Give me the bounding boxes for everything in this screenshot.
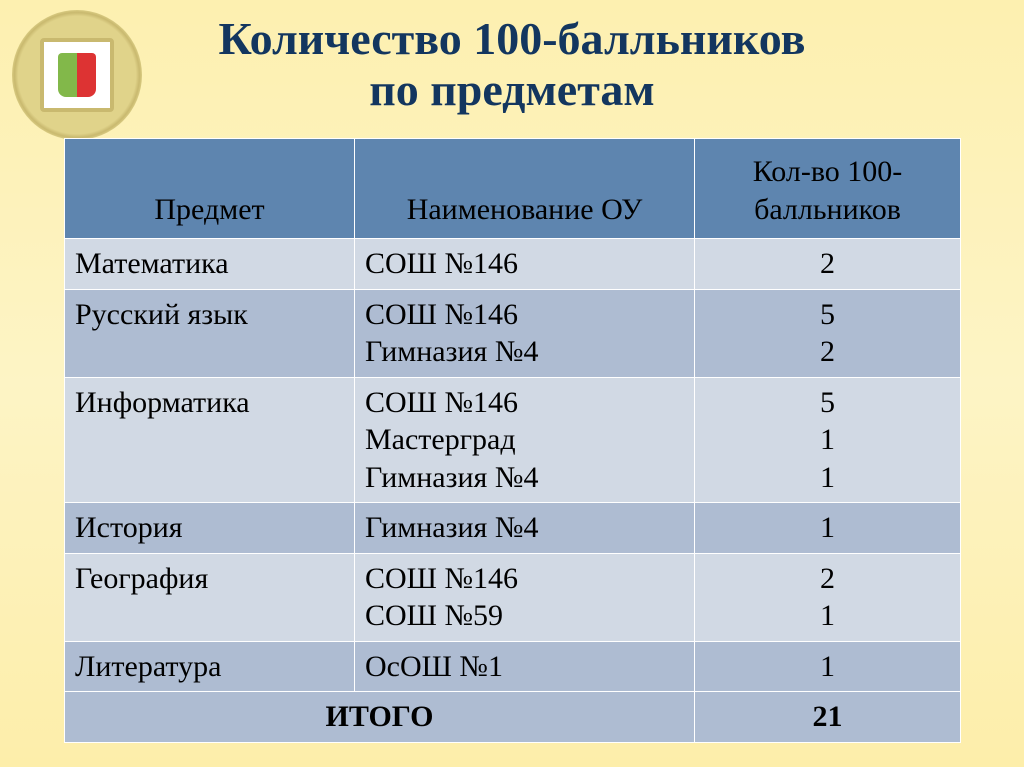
cell-counts: 5 2 (695, 289, 961, 377)
table-total-row: ИТОГО21 (65, 692, 961, 743)
cell-schools: Гимназия №4 (355, 503, 695, 554)
title-line-2: по предметам (369, 64, 654, 115)
department-logo (12, 10, 142, 140)
header-school: Наименование ОУ (355, 139, 695, 239)
cell-subject: Русский язык (65, 289, 355, 377)
table-row: ИнформатикаСОШ №146 Мастерград Гимназия … (65, 377, 961, 503)
cell-subject: Литература (65, 641, 355, 692)
cell-schools: ОсОШ №1 (355, 641, 695, 692)
cell-subject: Математика (65, 239, 355, 290)
cell-schools: СОШ №146 Мастерград Гимназия №4 (355, 377, 695, 503)
cell-subject: История (65, 503, 355, 554)
title-line-1: Количество 100-балльников (219, 13, 806, 64)
table-header-row: Предмет Наименование ОУ Кол-во 100-балль… (65, 139, 961, 239)
slide: Количество 100-балльников по предметам П… (0, 0, 1024, 767)
total-value: 21 (695, 692, 961, 743)
header-count: Кол-во 100-балльников (695, 139, 961, 239)
table-row: ЛитератураОсОШ №11 (65, 641, 961, 692)
table-row: ИсторияГимназия №41 (65, 503, 961, 554)
cell-subject: География (65, 553, 355, 641)
cell-counts: 2 (695, 239, 961, 290)
table-row: МатематикаСОШ №1462 (65, 239, 961, 290)
total-label: ИТОГО (65, 692, 695, 743)
cell-counts: 5 1 1 (695, 377, 961, 503)
header-subject: Предмет (65, 139, 355, 239)
cell-schools: СОШ №146 (355, 239, 695, 290)
table-container: Предмет Наименование ОУ Кол-во 100-балль… (64, 138, 960, 743)
cell-counts: 1 (695, 641, 961, 692)
table-row: ГеографияСОШ №146 СОШ №592 1 (65, 553, 961, 641)
slide-title: Количество 100-балльников по предметам (0, 0, 1024, 115)
table-row: Русский языкСОШ №146 Гимназия №45 2 (65, 289, 961, 377)
cell-subject: Информатика (65, 377, 355, 503)
scores-table: Предмет Наименование ОУ Кол-во 100-балль… (64, 138, 961, 743)
cell-counts: 2 1 (695, 553, 961, 641)
cell-schools: СОШ №146 СОШ №59 (355, 553, 695, 641)
cell-counts: 1 (695, 503, 961, 554)
cell-schools: СОШ №146 Гимназия №4 (355, 289, 695, 377)
